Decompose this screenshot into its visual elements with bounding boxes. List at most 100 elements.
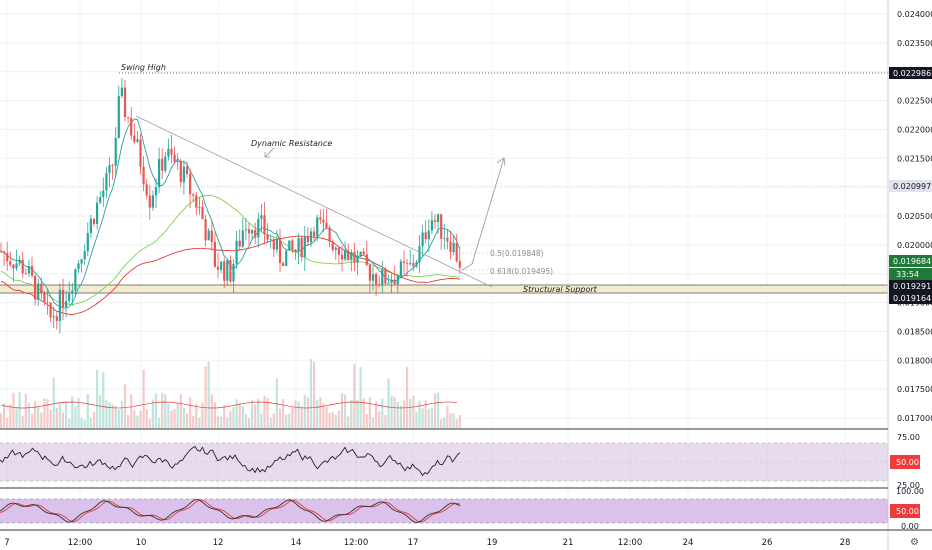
settings-gear-icon[interactable]: ⚙ [910,537,919,548]
volume-bar [254,404,257,428]
candle-body [30,266,34,276]
volume-bar [223,405,226,428]
candle-body [300,237,303,257]
volume-bar [21,415,24,428]
volume-bar [43,398,46,428]
volume-bar [105,400,108,428]
candle-body [40,283,43,294]
price-tick-label: 0.018000 [897,356,932,365]
volume-bar [164,394,167,428]
candle-body [195,195,198,208]
candle-body [108,164,111,174]
volume-bar [406,367,409,428]
candle-body [412,263,415,267]
volume-bar [443,417,446,428]
volume-bar [359,367,362,428]
candle-body [204,219,207,241]
ma-line [0,235,460,315]
candle-body [80,259,83,264]
candle-body [291,240,294,250]
candle-body [443,237,446,239]
structural-support-label: Structural Support [523,285,598,294]
volume-bar [427,408,430,428]
volume-bar [167,403,170,428]
volume-bar [37,406,40,428]
candle-body [344,250,347,260]
candle-body [142,166,145,185]
candle-body [123,87,127,118]
volume-bar [272,413,275,428]
volume-bar [232,407,235,428]
volume-bar [58,403,61,428]
volume-bar [74,406,77,428]
candle-body [399,261,402,276]
candle-body [213,242,216,267]
volume-bar [319,397,322,428]
price-label-text: 0.019164 [893,294,931,303]
rsi-tick-75: 75.00 [897,433,920,442]
time-tick-label: 12:00 [68,538,93,548]
volume-bar [337,410,340,428]
candle-body [356,255,359,263]
price-label-badge [889,255,932,267]
volume-bar [291,406,294,428]
volume-bar [185,413,189,428]
candle-body [437,214,440,223]
candle-body [185,166,189,174]
volume-bar [117,409,120,428]
candle-body [102,190,105,198]
candle-body [430,220,433,231]
volume-bar [136,415,139,428]
candle-body [418,246,421,263]
candle-body [353,252,356,263]
volume-bar [424,400,427,428]
candle-body [117,96,120,138]
stoch-value: 50.00 [896,507,919,516]
candle-body [89,218,92,234]
volume-bar [61,412,65,428]
candle-body [297,237,300,252]
candle-body [229,260,232,282]
volume-bar [71,396,74,428]
candle-body [105,173,108,191]
volume-bar [449,413,452,428]
stoch-tick-100: 100.00 [896,487,924,496]
candle-body [334,247,337,250]
candle-body [350,252,353,260]
candle-body [21,259,24,274]
candle-body [241,230,244,247]
volume-bar [52,377,55,428]
volume-bars [0,359,461,428]
volume-bar [207,361,210,428]
candle-body [238,240,241,247]
volume-bar [170,410,173,428]
note-arrow-head [264,152,270,158]
projection-arrow [461,157,505,271]
volume-bar [288,413,291,428]
volume-bar [347,416,350,428]
candle-body [393,279,396,285]
volume-bar [238,402,241,428]
volume-bar [440,419,443,428]
volume-bar [365,414,368,428]
candle-body [201,206,204,220]
volume-bar [362,397,365,428]
volume-bar [344,394,347,428]
price-label-text: 0.019684 [893,257,931,266]
candle-body [359,251,362,256]
volume-bar [92,411,96,428]
volume-bar [390,395,393,428]
volume-bar [133,410,136,428]
volume-bar [65,401,68,428]
volume-bar [99,394,102,428]
candle-body [71,290,74,294]
candle-body [449,241,452,253]
time-tick-label: 12:00 [618,538,643,548]
volume-bar [458,415,461,428]
volume-bar [220,416,223,428]
volume-bar [241,406,244,428]
candle-body [375,274,378,285]
time-tick-label: 17 [408,538,419,548]
candle-body [161,159,164,171]
